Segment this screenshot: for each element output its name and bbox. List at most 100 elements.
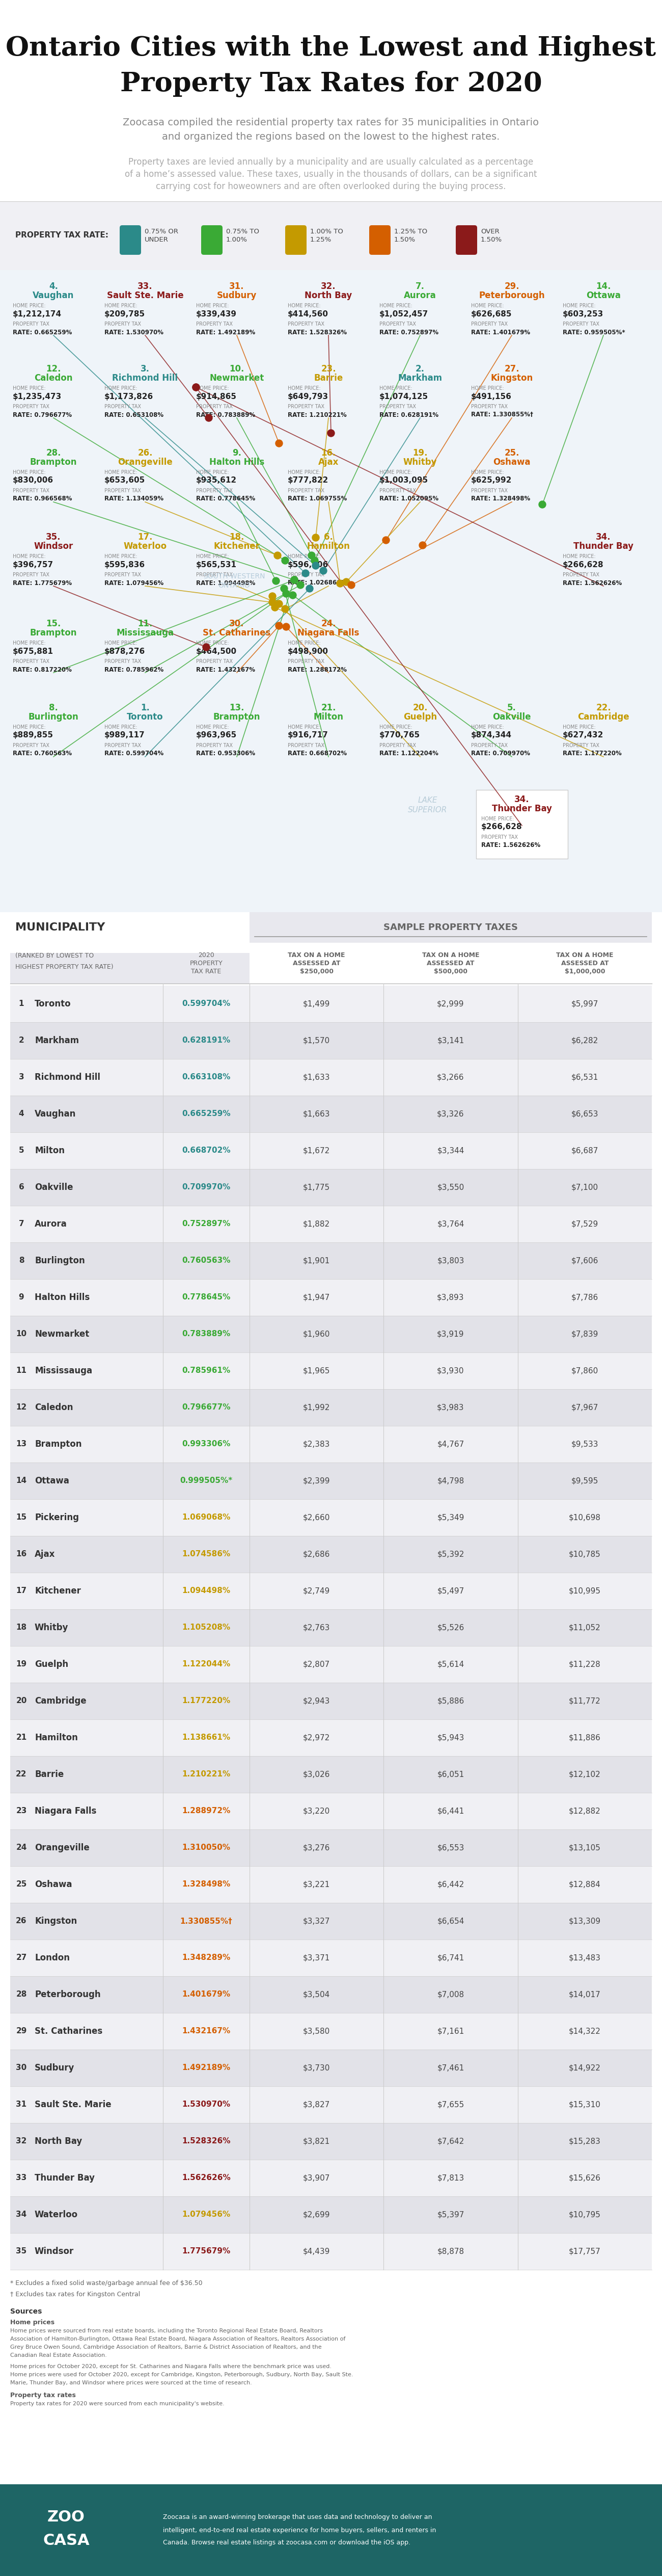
Text: RATE: 1.079456%: RATE: 1.079456% <box>105 580 164 587</box>
Text: 1.328498%: 1.328498% <box>182 1880 230 1888</box>
Text: $13,105: $13,105 <box>569 1844 601 1852</box>
Text: HOME PRICE:: HOME PRICE: <box>196 469 229 474</box>
Text: $2,943: $2,943 <box>303 1698 330 1705</box>
Text: $9,595: $9,595 <box>571 1476 598 1484</box>
Text: SOUTH-WESTERN
ONTARIO: SOUTH-WESTERN ONTARIO <box>203 572 265 590</box>
Circle shape <box>269 598 276 605</box>
Text: $7,606: $7,606 <box>571 1257 598 1265</box>
Text: $3,930: $3,930 <box>437 1368 464 1376</box>
Text: 0.785961%: 0.785961% <box>182 1368 230 1376</box>
Text: HOME PRICE:: HOME PRICE: <box>105 469 137 474</box>
Text: $1,965: $1,965 <box>303 1368 330 1376</box>
Text: PROPERTY TAX: PROPERTY TAX <box>13 572 50 577</box>
Text: Zoocasa is an award-winning brokerage that uses data and technology to deliver a: Zoocasa is an award-winning brokerage th… <box>163 2514 432 2522</box>
Text: 35: 35 <box>16 2249 26 2254</box>
Text: 9.: 9. <box>232 448 242 459</box>
Text: RATE: 0.959505%*: RATE: 0.959505%* <box>563 330 625 335</box>
Text: $5,886: $5,886 <box>437 1698 464 1705</box>
Text: intelligent, end-to-end real estate experience for home buyers, sellers, and ren: intelligent, end-to-end real estate expe… <box>163 2527 436 2532</box>
FancyBboxPatch shape <box>10 1133 652 1170</box>
Text: Whitby: Whitby <box>403 459 437 466</box>
Text: 6: 6 <box>19 1182 24 1190</box>
Text: 1: 1 <box>19 999 24 1007</box>
Text: Hamilton: Hamilton <box>34 1734 78 1741</box>
Text: $11,052: $11,052 <box>569 1623 600 1631</box>
Text: $7,461: $7,461 <box>437 2063 464 2071</box>
FancyBboxPatch shape <box>10 1388 652 1427</box>
Text: Zoocasa compiled the residential property tax rates for 35 municipalities in Ont: Zoocasa compiled the residential propert… <box>123 118 539 126</box>
Text: 0.628191%: 0.628191% <box>182 1036 230 1043</box>
Text: $5,397: $5,397 <box>437 2210 464 2218</box>
Text: Sudbury: Sudbury <box>34 2063 75 2074</box>
Text: $603,253: $603,253 <box>563 309 604 317</box>
Text: HOME PRICE:: HOME PRICE: <box>288 469 320 474</box>
Text: Waterloo: Waterloo <box>34 2210 78 2221</box>
Text: 1.25% TO
1.50%: 1.25% TO 1.50% <box>394 229 427 242</box>
Text: 27.: 27. <box>504 363 519 374</box>
Text: Barrie: Barrie <box>34 1770 64 1780</box>
Text: $1,992: $1,992 <box>303 1404 330 1412</box>
Text: PROPERTY TAX: PROPERTY TAX <box>288 572 324 577</box>
Text: Brampton: Brampton <box>34 1440 81 1448</box>
FancyBboxPatch shape <box>10 2050 652 2087</box>
Text: 1.122044%: 1.122044% <box>182 1662 230 1669</box>
Text: $649,793: $649,793 <box>288 392 328 399</box>
Circle shape <box>328 430 334 438</box>
Text: $3,504: $3,504 <box>303 1991 330 1999</box>
Text: Caledon: Caledon <box>34 374 73 384</box>
Text: $9,533: $9,533 <box>571 1440 598 1448</box>
Circle shape <box>312 562 319 569</box>
Text: Newmarket: Newmarket <box>34 1329 89 1340</box>
Text: 32: 32 <box>16 2138 27 2146</box>
Text: $596,506: $596,506 <box>288 562 328 569</box>
Text: $3,803: $3,803 <box>437 1257 464 1265</box>
Text: 1.432167%: 1.432167% <box>182 2027 230 2035</box>
Text: North Bay: North Bay <box>34 2136 82 2146</box>
Text: PROPERTY TAX RATE:: PROPERTY TAX RATE: <box>15 232 109 240</box>
Circle shape <box>343 580 350 585</box>
Text: Thunder Bay: Thunder Bay <box>573 541 634 551</box>
Text: $1,570: $1,570 <box>303 1036 330 1043</box>
Text: 29.: 29. <box>504 281 519 291</box>
Text: PROPERTY TAX: PROPERTY TAX <box>13 404 50 410</box>
Text: 0.663108%: 0.663108% <box>182 1074 230 1082</box>
Text: $3,220: $3,220 <box>303 1808 330 1816</box>
Text: $6,654: $6,654 <box>437 1917 464 1924</box>
Text: Kitchener: Kitchener <box>34 1587 81 1595</box>
Text: Aurora: Aurora <box>34 1218 67 1229</box>
FancyBboxPatch shape <box>0 2483 662 2576</box>
Text: PROPERTY TAX: PROPERTY TAX <box>379 742 416 747</box>
Text: Property taxes are levied annually by a municipality and are usually calculated : Property taxes are levied annually by a … <box>128 157 534 167</box>
Text: HOME PRICE:: HOME PRICE: <box>196 304 229 309</box>
Text: Milton: Milton <box>313 714 344 721</box>
Text: Toronto: Toronto <box>34 999 71 1007</box>
Circle shape <box>269 592 276 600</box>
Text: $626,685: $626,685 <box>471 309 512 317</box>
Text: $7,161: $7,161 <box>437 2027 464 2035</box>
Text: 0.778645%: 0.778645% <box>182 1293 230 1301</box>
Text: $3,276: $3,276 <box>303 1844 330 1852</box>
Text: $2,749: $2,749 <box>303 1587 330 1595</box>
Text: 12: 12 <box>16 1404 26 1412</box>
Text: $3,266: $3,266 <box>437 1074 464 1082</box>
Text: 19.: 19. <box>412 448 428 459</box>
Text: PROPERTY TAX: PROPERTY TAX <box>196 404 233 410</box>
Text: RATE: 0.785962%: RATE: 0.785962% <box>105 667 164 672</box>
FancyBboxPatch shape <box>10 1682 652 1718</box>
Text: $11,886: $11,886 <box>569 1734 601 1741</box>
Text: 31.: 31. <box>229 281 244 291</box>
FancyBboxPatch shape <box>10 1757 652 1793</box>
Circle shape <box>274 551 281 559</box>
Text: HOME PRICE:: HOME PRICE: <box>288 641 320 647</box>
Text: $10,795: $10,795 <box>569 2210 601 2218</box>
Text: Vaughan: Vaughan <box>34 1110 76 1118</box>
Text: HOME PRICE:: HOME PRICE: <box>563 304 596 309</box>
Text: 1.310050%: 1.310050% <box>182 1844 230 1852</box>
Text: RATE: 0.966568%: RATE: 0.966568% <box>13 495 72 502</box>
Text: $7,967: $7,967 <box>571 1404 598 1412</box>
Text: $2,383: $2,383 <box>303 1440 330 1448</box>
Text: 12.: 12. <box>46 363 61 374</box>
Circle shape <box>275 600 283 608</box>
Text: $6,442: $6,442 <box>437 1880 464 1888</box>
FancyBboxPatch shape <box>10 2159 652 2197</box>
